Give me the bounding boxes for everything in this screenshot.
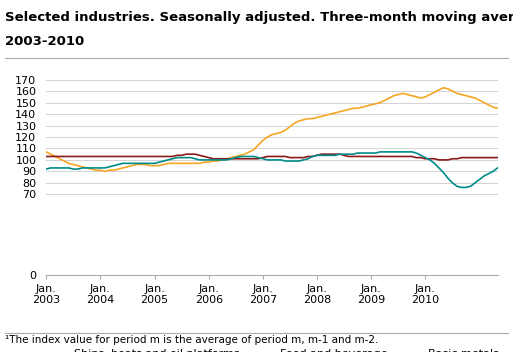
Text: 2003-2010: 2003-2010 bbox=[5, 35, 84, 48]
Legend: Ships, boats and oil platforms, Food and beverage, Basic metals: Ships, boats and oil platforms, Food and… bbox=[41, 344, 503, 352]
Text: Selected industries. Seasonally adjusted. Three-month moving average¹.: Selected industries. Seasonally adjusted… bbox=[5, 11, 513, 24]
Text: ¹The index value for period m is the average of period m, m-1 and m-2.: ¹The index value for period m is the ave… bbox=[5, 335, 379, 345]
